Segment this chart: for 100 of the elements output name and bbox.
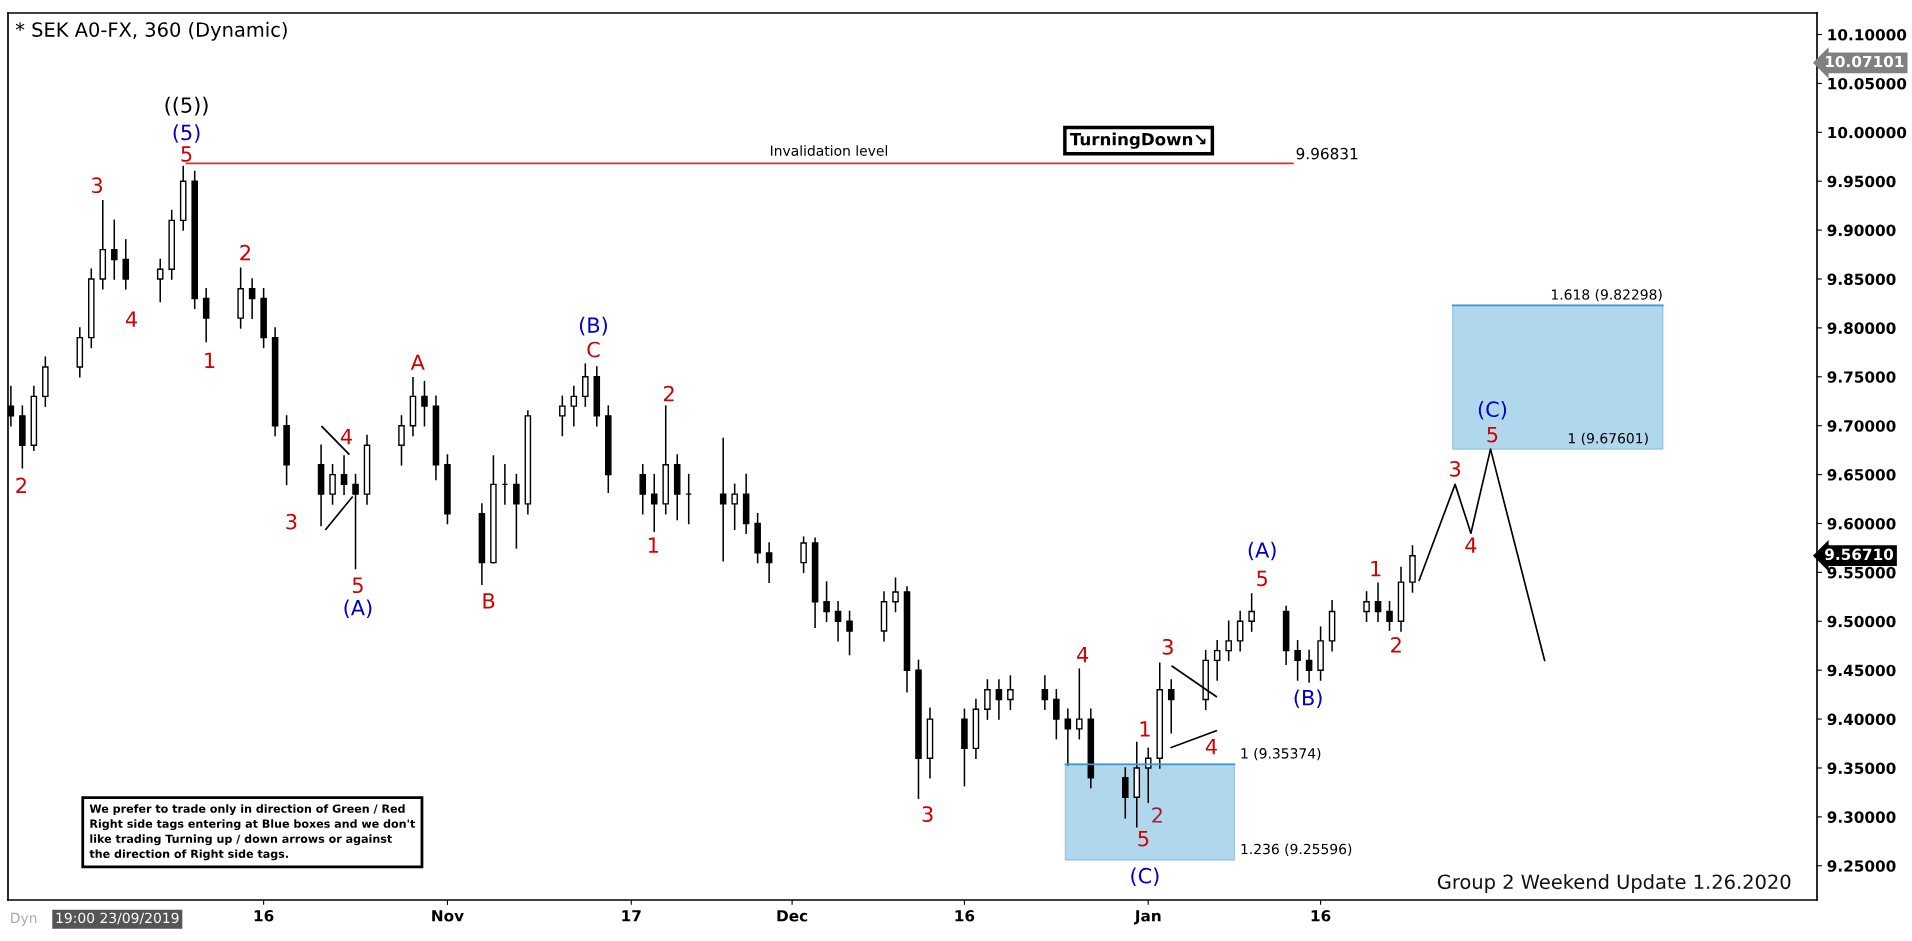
y-tick-label: 9.85000: [1827, 273, 1896, 286]
annotation: Invalidation level: [770, 145, 888, 156]
annotation: (5): [173, 124, 200, 143]
annotation: 5: [1487, 427, 1498, 443]
candlestick: [1305, 649, 1313, 683]
annotation: A: [410, 354, 425, 370]
y-tick-label: 9.50000: [1827, 615, 1896, 628]
candlestick: [1386, 600, 1393, 631]
annotation: 3: [92, 177, 102, 194]
y-tick-label: 9.60000: [1827, 517, 1896, 530]
annotation: 1: [205, 352, 215, 368]
annotation: 4: [1205, 738, 1217, 755]
y-tick-label: 9.55000: [1827, 566, 1896, 579]
candlestick: [995, 679, 1003, 720]
y-tick-label: 9.90000: [1827, 224, 1896, 237]
annotation: C: [587, 341, 600, 358]
annotation: TurningDown↘: [1069, 132, 1206, 149]
candlestick: [1064, 708, 1072, 766]
annotation: 1: [648, 537, 658, 553]
candlestick: [1167, 679, 1175, 734]
candlestick: [156, 258, 164, 303]
y-tick-label: 9.35000: [1827, 762, 1896, 774]
candlestick: [248, 278, 256, 319]
x-tick-label: Jan: [1133, 910, 1161, 925]
candlestick: [582, 363, 589, 407]
annotation: (A): [1248, 541, 1276, 561]
text: 10.07101: [1825, 55, 1904, 68]
y-tick-label: 10.05000: [1828, 77, 1907, 90]
annotation: 5: [1257, 570, 1267, 587]
x-tick-label: 17: [622, 910, 641, 922]
y-tick-label: 9.75000: [1827, 371, 1896, 383]
annotation: 1: [1140, 721, 1150, 737]
annotation: 4: [125, 311, 137, 327]
candlestick: [329, 464, 336, 505]
candlestick: [765, 542, 773, 583]
x-tick-label: 16: [1311, 910, 1331, 922]
candlestick: [110, 219, 118, 280]
candlestick: [800, 536, 807, 574]
annotation: 1 (9.35374): [1241, 747, 1321, 761]
annotation: (B): [1294, 689, 1322, 709]
candlestick: [1294, 640, 1301, 681]
annotation: 4: [1465, 537, 1477, 553]
text: 19:00 23/09/2019: [56, 912, 179, 925]
text: Dyn: [11, 912, 37, 926]
candlestick: [892, 577, 899, 613]
y-tick-label: 9.40000: [1827, 713, 1896, 726]
annotation: 2: [663, 385, 674, 402]
annotation: 1 (9.67601): [1568, 432, 1648, 446]
y-tick-label: 9.80000: [1827, 322, 1896, 334]
candlestick: [1007, 675, 1014, 711]
annotation: 2: [1152, 807, 1162, 823]
annotation: 3: [1450, 460, 1461, 477]
candlestick: [984, 679, 991, 720]
candlestick: [340, 455, 348, 495]
candlestick: [1225, 620, 1232, 662]
line-series: [1418, 448, 1546, 662]
annotation: 2: [16, 477, 26, 494]
y-tick-label: 9.25000: [1827, 860, 1896, 872]
candlestick: [1248, 593, 1255, 632]
chart-title: * SEK A0-FX, 360 (Dynamic): [15, 21, 287, 41]
annotation: 5: [181, 146, 192, 162]
candlestick: [1076, 668, 1083, 740]
candlestick: [570, 385, 578, 427]
annotation: (A): [344, 599, 372, 619]
candlestick: [1236, 610, 1244, 652]
annotation: (B): [579, 316, 607, 336]
candlestick: [202, 288, 210, 343]
annotation: 1.236 (9.25596): [1241, 843, 1352, 856]
annotation: 1: [1371, 560, 1381, 577]
candlestick: [398, 415, 405, 466]
candlestick: [1374, 582, 1382, 623]
annotation: 4: [340, 428, 352, 445]
candlestick: [719, 437, 727, 562]
candlestick: [1122, 767, 1129, 819]
candlestick: [846, 610, 853, 656]
candlestick: [1053, 688, 1060, 740]
candlestick: [513, 473, 520, 549]
annotation: 4: [1077, 647, 1089, 663]
x-tick-label: 16: [254, 910, 274, 922]
candlestick: [834, 600, 842, 642]
x-tick-label: Dec: [777, 910, 808, 922]
y-tick-label: 10.00000: [1828, 126, 1907, 139]
annotation: 3: [922, 806, 933, 822]
x-tick-label: 16: [955, 910, 975, 922]
y-tick-label: 9.30000: [1827, 811, 1896, 823]
annotation: 3: [1162, 638, 1173, 655]
annotation: 2: [1391, 637, 1401, 653]
y-tick-label: 9.70000: [1827, 420, 1896, 432]
annotation: Group 2 Weekend Update 1.26.2020: [1437, 874, 1791, 893]
candlestick: [650, 473, 658, 533]
y-tick-label: 10.10000: [1828, 28, 1907, 41]
y-tick-label: 9.95000: [1827, 175, 1896, 188]
text: 9.56710: [1825, 548, 1894, 561]
candlestick: [122, 239, 130, 290]
annotation: ((5)): [165, 96, 208, 116]
candlestick: [823, 581, 830, 623]
candlestick: [421, 380, 428, 427]
annotation: B: [483, 593, 495, 609]
annotation: 2: [240, 244, 250, 261]
annotation: 1.618 (9.82298): [1551, 289, 1662, 302]
